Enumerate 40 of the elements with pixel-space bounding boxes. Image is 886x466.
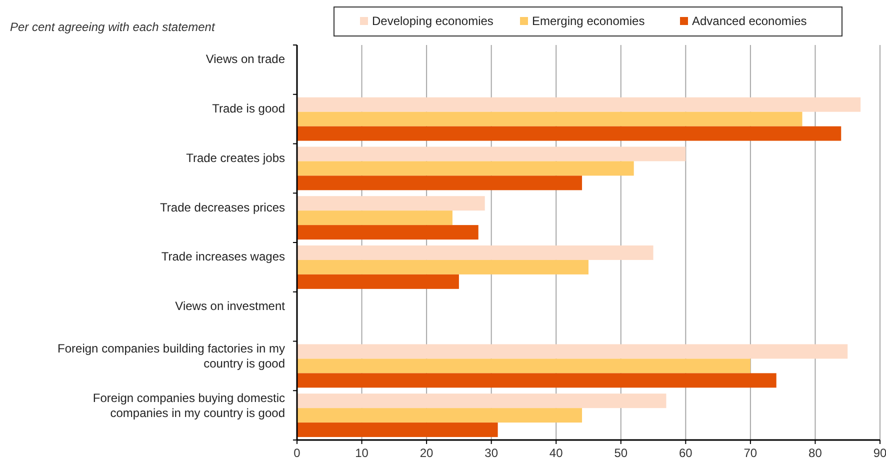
x-tick-label: 40 bbox=[549, 446, 564, 460]
x-tick-label: 10 bbox=[355, 446, 369, 460]
bar bbox=[297, 260, 588, 274]
bar bbox=[297, 97, 861, 112]
bar bbox=[297, 112, 802, 126]
y-tick-label: Trade creates jobs bbox=[186, 151, 285, 166]
text: Per cent agreeing with each statement bbox=[10, 20, 216, 34]
legend-label: Emerging economies bbox=[532, 14, 645, 28]
x-tick-label: 50 bbox=[614, 446, 628, 460]
x-tick-label: 80 bbox=[808, 446, 822, 460]
x-tick-label: 90 bbox=[873, 446, 886, 460]
x-tick-label: 0 bbox=[294, 446, 301, 460]
y-tick-label: Trade increases wages bbox=[161, 250, 285, 264]
x-tick-label: 60 bbox=[678, 446, 693, 460]
x-tick-label: 20 bbox=[420, 446, 434, 460]
bar bbox=[297, 408, 582, 423]
legend-label: Advanced economies bbox=[692, 14, 807, 28]
bar bbox=[297, 210, 452, 226]
x-tick-label: 70 bbox=[744, 446, 758, 460]
bar bbox=[297, 126, 842, 141]
bar bbox=[297, 373, 776, 388]
y-tick-label: Foreign companies building factories in my country is good bbox=[58, 342, 285, 371]
bar bbox=[297, 358, 750, 374]
bar bbox=[297, 394, 666, 408]
bar bbox=[297, 176, 582, 190]
y-tick-label: Views on investment bbox=[175, 299, 286, 314]
bar bbox=[297, 196, 485, 211]
bar bbox=[297, 161, 634, 176]
y-tick-label: Trade is good bbox=[212, 102, 285, 116]
y-tick-label: Trade decreases prices bbox=[160, 200, 285, 214]
bar bbox=[297, 245, 654, 260]
bar bbox=[297, 146, 686, 162]
bar bbox=[297, 422, 498, 438]
y-tick-label: Foreign companies buying domestic companies in my country is good bbox=[92, 390, 285, 420]
bar bbox=[297, 225, 478, 240]
bar bbox=[297, 344, 848, 359]
x-tick-label: 30 bbox=[484, 446, 498, 460]
y-tick-label: Views on trade bbox=[206, 52, 286, 66]
legend-label: Developing economies bbox=[372, 14, 494, 28]
bar bbox=[297, 274, 459, 289]
